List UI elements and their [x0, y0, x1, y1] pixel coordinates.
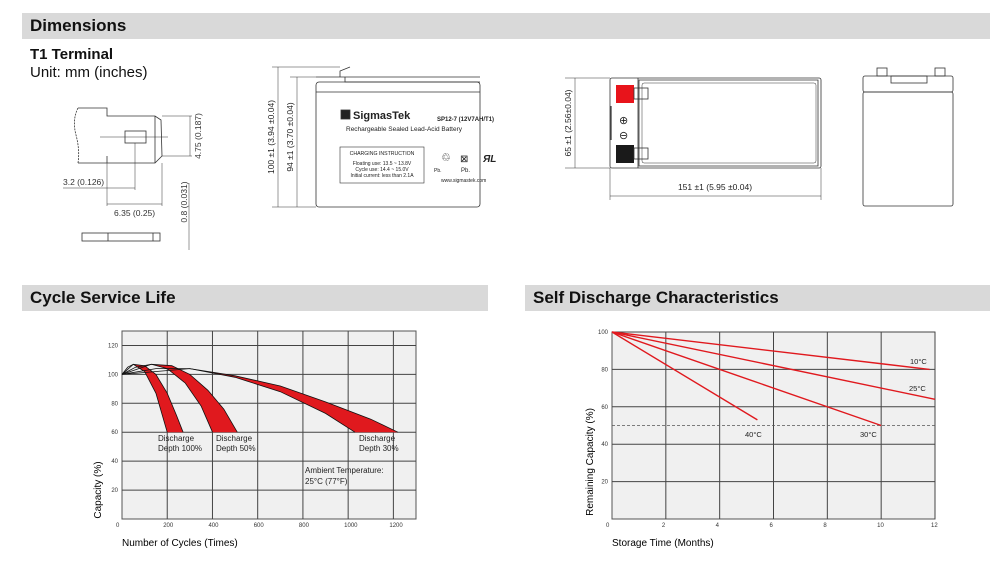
- cycle-life-xlabel: Number of Cycles (Times): [122, 538, 238, 549]
- self-discharge-chart: 0 2 4 6 8 10 12 20 40 60 80 100 10°C 25°C 30°C 40°C: [598, 330, 938, 529]
- y-tick-label: 80: [601, 367, 608, 373]
- dim-case-height: 94 ±1 (3.70 ±0.04): [285, 102, 295, 172]
- y-tick-label: 40: [601, 442, 608, 448]
- band-label: Depth 30%: [359, 444, 399, 453]
- plus-icon: ⊕: [619, 115, 628, 127]
- x-tick-label: 1000: [344, 523, 358, 529]
- series-label: 10°C: [910, 357, 927, 366]
- y-tick-label: 60: [601, 405, 608, 411]
- capacity-curve-outer: [121, 363, 184, 433]
- website: www.sigmastek.com: [441, 178, 486, 184]
- charging-line: Initial current: less than 2.1A: [350, 173, 414, 179]
- x-tick-label: 600: [254, 523, 265, 529]
- pb-label: Pb.: [461, 168, 470, 174]
- series-line: [611, 331, 936, 400]
- self-discharge-header: Self Discharge Characteristics: [525, 285, 990, 311]
- dim-hole-offset: 3.2 (0.126): [63, 177, 104, 187]
- band-label: Depth 50%: [216, 444, 256, 453]
- series-label: 30°C: [860, 430, 877, 439]
- x-tick-label: 10: [877, 523, 884, 529]
- band-label: Depth 100%: [158, 444, 202, 453]
- charging-line: Floating use: 13.5 ~ 13.8V: [353, 161, 412, 167]
- y-tick-label: 60: [111, 430, 118, 436]
- band-label: Discharge: [216, 434, 253, 443]
- band-label: Discharge: [359, 434, 396, 443]
- dim-terminal-width: 6.35 (0.25): [114, 208, 155, 218]
- series-line: [611, 331, 882, 427]
- y-tick-label: 120: [108, 343, 119, 349]
- ambient-annotation: Ambient Temperature:: [305, 466, 384, 475]
- series-line: [611, 331, 930, 371]
- positive-terminal: [616, 85, 634, 103]
- dim-total-height: 100 ±1 (3.94 ±0.04): [266, 100, 276, 174]
- series-line: [611, 331, 758, 421]
- x-tick-label: 2: [662, 523, 666, 529]
- y-tick-label: 100: [108, 372, 119, 378]
- terminal-title: T1 Terminal: [30, 46, 114, 63]
- self-discharge-ylabel: Remaining Capacity (%): [585, 408, 596, 516]
- unit-label: Unit: mm (inches): [30, 64, 148, 81]
- battery-top-drawing: [565, 77, 822, 200]
- x-tick-label: 200: [163, 523, 174, 529]
- minus-icon: ⊖: [619, 130, 628, 142]
- ambient-annotation: 25°C (77°F): [305, 477, 348, 486]
- charging-title: CHARGING INSTRUCTION: [350, 151, 415, 157]
- self-discharge-xlabel: Storage Time (Months): [612, 538, 714, 549]
- x-tick-label: 0: [116, 523, 120, 529]
- capacity-curve-outer: [121, 368, 399, 433]
- dim-length: 151 ±1 (5.95 ±0.04): [678, 182, 752, 192]
- ul-mark-icon: ЯL: [482, 154, 496, 165]
- pb-label: Pb.: [434, 168, 442, 174]
- x-tick-label: 8: [823, 523, 827, 529]
- y-tick-label: 40: [111, 459, 118, 465]
- charging-line: Cycle use: 14.4 ~ 15.0V: [355, 167, 409, 173]
- battery-subtitle: Rechargeable Sealed Lead-Acid Battery: [346, 126, 463, 133]
- x-tick-label: 400: [208, 523, 219, 529]
- series-label: 40°C: [745, 430, 762, 439]
- dimensions-header: Dimensions: [22, 13, 990, 39]
- model-label: SP12-7 (12V7AH/T1): [437, 117, 494, 123]
- battery-side-drawing: [862, 67, 954, 207]
- terminal-drawing: [63, 107, 192, 250]
- capacity-band: [133, 364, 184, 433]
- capacity-band: [189, 368, 398, 433]
- series-label: 25°C: [909, 384, 926, 393]
- crossed-bin-icon: ⊠: [460, 154, 468, 165]
- brand-logo: SigmasTek: [353, 110, 411, 122]
- x-tick-label: 800: [299, 523, 310, 529]
- y-tick-label: 20: [111, 488, 118, 494]
- cycle-life-chart: 0 200 400 600 800 1000 1200 20 40 60 80 100 120 Disch…: [108, 330, 417, 529]
- capacity-curve-outer: [121, 363, 238, 433]
- band-label: Discharge: [158, 434, 195, 443]
- x-tick-label: 4: [716, 523, 720, 529]
- dim-terminal-height: 4.75 (0.187): [193, 113, 203, 159]
- dim-width: 65 ±1 (2.56±0.04): [563, 89, 573, 156]
- y-tick-label: 80: [111, 401, 118, 407]
- cycle-life-header: Cycle Service Life: [22, 285, 488, 311]
- dimension-drawings: 3.2 (0.126) 6.35 (0.25) 4.75 (0.187) 0.8…: [63, 66, 954, 250]
- x-tick-label: 1200: [389, 523, 403, 529]
- negative-terminal: [616, 145, 634, 163]
- battery-front-drawing: [272, 66, 481, 208]
- x-tick-label: 6: [770, 523, 774, 529]
- y-tick-label: 20: [601, 480, 608, 486]
- dim-terminal-thickness: 0.8 (0.031): [179, 181, 189, 222]
- recycle-icon: ♲: [441, 152, 451, 164]
- y-tick-label: 100: [598, 330, 609, 336]
- cycle-life-ylabel: Capacity (%): [93, 461, 104, 518]
- x-tick-label: 0: [606, 523, 610, 529]
- capacity-curve-inner: [121, 363, 168, 433]
- x-tick-label: 12: [931, 523, 938, 529]
- capacity-band: [151, 364, 238, 433]
- capacity-curve-inner: [121, 368, 356, 433]
